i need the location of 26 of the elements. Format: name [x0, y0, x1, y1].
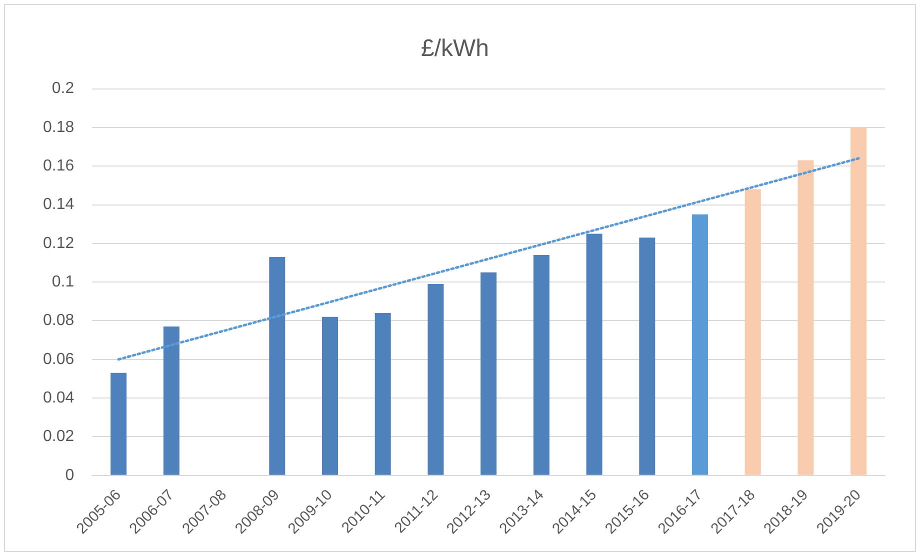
y-tick-label: 0.18 [43, 118, 74, 136]
y-tick-label: 0 [65, 466, 74, 484]
y-tick-label: 0.16 [43, 158, 74, 175]
y-tick-label: 0.1 [52, 273, 74, 290]
y-tick-label: 0.04 [43, 389, 74, 406]
y-tick-label: 0.12 [43, 234, 74, 252]
bar [639, 238, 656, 475]
bar [110, 372, 127, 475]
y-tick-label: 0.02 [43, 428, 74, 446]
bar [322, 316, 338, 475]
bar [533, 255, 550, 475]
bar [586, 234, 602, 475]
bar [374, 312, 391, 475]
bar [163, 326, 180, 475]
y-tick-label: 0.08 [43, 312, 74, 330]
bar [269, 256, 286, 475]
bar [692, 214, 708, 475]
bar [480, 272, 497, 475]
y-tick-label: 0.14 [43, 196, 74, 214]
y-tick-label: 0.2 [52, 80, 74, 98]
bar [850, 127, 867, 475]
bar [428, 284, 444, 475]
y-tick-label: 0.06 [43, 350, 74, 368]
bar [744, 189, 761, 475]
chart-title: £/kWh [420, 35, 490, 62]
bar [798, 160, 814, 475]
